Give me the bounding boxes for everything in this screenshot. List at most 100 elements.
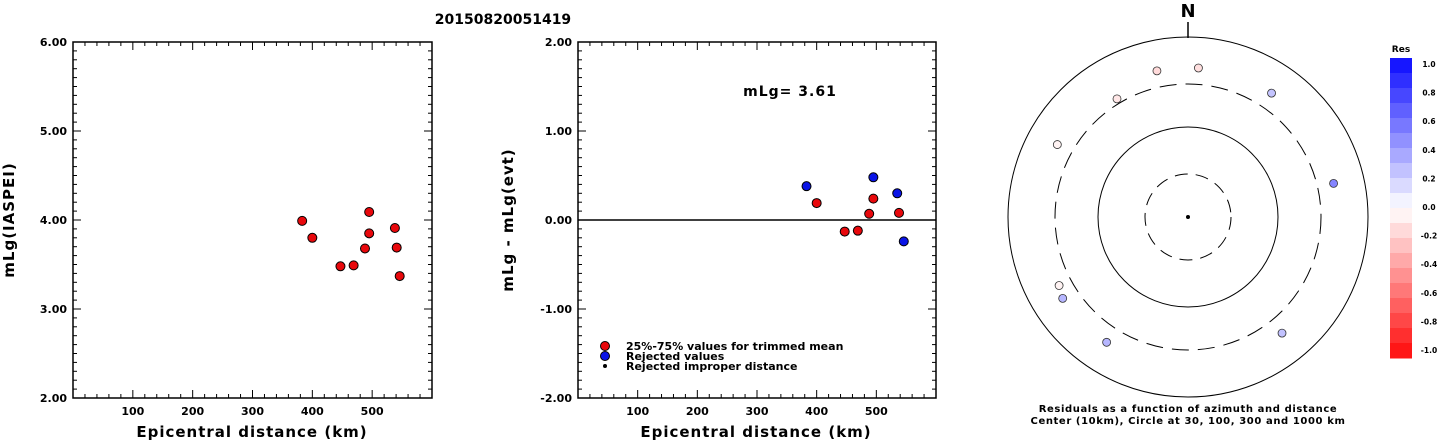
colorbar-swatch (1390, 178, 1412, 194)
colorbar-title: Res (1392, 45, 1410, 55)
outer-ring (1007, 36, 1369, 398)
station-point (1054, 281, 1064, 290)
data-point (364, 206, 375, 217)
data-point (348, 260, 359, 271)
colorbar-swatch (1390, 148, 1412, 164)
residual-vs-distance-plot: -2.00 -1.00 0.00 1.00 2.00 100 200 300 400 500 m… (499, 36, 937, 441)
data-point (811, 198, 822, 209)
colorbar-swatch (1390, 343, 1412, 359)
station-point (1102, 337, 1112, 347)
legend-marker-blue (600, 351, 610, 361)
data-point (892, 188, 903, 199)
y-tick-label: 1.00 (545, 125, 572, 138)
y-tick-labels: 2.00 3.00 4.00 5.00 6.00 (40, 36, 67, 405)
ring-30km (1144, 173, 1232, 261)
colorbar-label: -0.4 (1421, 260, 1437, 269)
colorbar-label: 0.0 (1422, 203, 1435, 212)
y-tick-label: 4.00 (40, 214, 67, 227)
colorbar-swatch (1390, 283, 1412, 299)
ring-100km (1097, 126, 1279, 308)
station-point (1052, 140, 1062, 149)
station-points (1052, 63, 1338, 347)
legend-marker-black (603, 364, 607, 368)
colorbar-swatch (1390, 208, 1412, 224)
y-tick-labels: -2.00 -1.00 0.00 1.00 2.00 (540, 36, 572, 405)
data-point (801, 181, 812, 192)
legend-label-trimmed: 25%-75% values for trimmed mean (626, 340, 843, 353)
data-point (307, 232, 318, 243)
colorbar-swatch (1390, 193, 1412, 209)
colorbar-swatch (1390, 133, 1412, 149)
plot-frame (72, 41, 433, 399)
tick-marks (578, 42, 936, 398)
colorbar-swatch (1390, 298, 1412, 314)
y-tick-label: 5.00 (40, 125, 67, 138)
data-points (801, 172, 909, 247)
colorbar-label: 0.2 (1422, 174, 1435, 183)
colorbar-label: -0.6 (1421, 289, 1437, 298)
x-tick-label: 100 (121, 405, 144, 418)
caption-line-2: Center (10km), Circle at 30, 100, 300 an… (1031, 416, 1346, 427)
legend: 25%-75% values for trimmed mean Rejected… (600, 340, 843, 373)
colorbar-label: 0.4 (1422, 146, 1435, 155)
colorbar-swatch (1390, 103, 1412, 119)
data-points (297, 206, 405, 282)
x-tick-label: 500 (865, 405, 888, 418)
data-point (864, 208, 875, 219)
colorbar-labels: 1.0 0.8 0.6 0.4 0.2 0.0 -0.2 -0.4 -0.6 -0.8 -1.0 (1421, 60, 1437, 355)
x-tick-label: 200 (181, 405, 204, 418)
station-point (1112, 94, 1122, 104)
data-point (394, 271, 405, 282)
colorbar-swatch (1390, 163, 1412, 179)
residual-colorbar: Res 1.0 0.8 0.6 0.4 0.2 0.0 -0.2 -0.4 -0.6 -0.8 -1… (1390, 45, 1437, 359)
caption-line-1: Residuals as a function of azimuth and d… (1039, 404, 1338, 415)
station-point (1277, 328, 1287, 338)
data-point (364, 228, 375, 239)
x-tick-labels: 100 200 300 400 500 (121, 405, 384, 418)
x-tick-label: 100 (626, 405, 649, 418)
y-axis-label: mLg - mLg(evt) (499, 148, 517, 291)
station-point (1267, 88, 1276, 98)
x-tick-label: 200 (686, 405, 709, 418)
colorbar-swatch (1390, 313, 1412, 329)
data-point (335, 261, 346, 272)
x-tick-label: 400 (301, 405, 324, 418)
data-point (868, 172, 879, 183)
magnitude-annotation: mLg= 3.61 (743, 84, 837, 100)
data-point (391, 242, 402, 253)
x-tick-label: 400 (805, 405, 828, 418)
data-point (898, 236, 909, 247)
colorbar-label: 1.0 (1422, 60, 1435, 69)
colorbar-label: -1.0 (1421, 346, 1437, 355)
y-tick-label: 3.00 (40, 303, 67, 316)
station-point (1329, 178, 1338, 188)
center-dot (1186, 215, 1190, 219)
tick-marks (73, 42, 432, 398)
x-tick-label: 300 (746, 405, 769, 418)
colorbar-swatch (1390, 268, 1412, 284)
y-tick-label: 0.00 (545, 214, 572, 227)
colorbar-swatch (1390, 118, 1412, 134)
y-axis-label: mLg(IASPEI) (0, 162, 18, 277)
legend-label-improper: Rejected improper distance (626, 360, 797, 373)
x-tick-label: 300 (241, 405, 264, 418)
y-tick-label: -1.00 (540, 303, 572, 316)
x-axis-label: Epicentral distance (km) (136, 423, 367, 441)
data-point (389, 223, 400, 234)
legend-label-rejected: Rejected values (626, 350, 725, 363)
colorbar-label: 0.6 (1422, 117, 1435, 126)
colorbar-label: -0.2 (1421, 232, 1437, 241)
azimuth-residual-plot: N Residuals as a function of azimuth and… (1007, 1, 1369, 427)
data-point (359, 243, 370, 254)
colorbar-swatch (1390, 58, 1412, 74)
data-point (894, 207, 905, 218)
y-tick-label: 6.00 (40, 36, 67, 49)
y-tick-label: -2.00 (540, 392, 572, 405)
colorbar-swatch (1390, 88, 1412, 104)
y-tick-label: 2.00 (40, 392, 67, 405)
magnitude-vs-distance-plot: 2.00 3.00 4.00 5.00 6.00 100 200 300 400 500 Epi… (0, 36, 433, 441)
colorbar-label: -0.8 (1421, 317, 1437, 326)
y-tick-label: 2.00 (545, 36, 572, 49)
colorbar-label: 0.8 (1422, 89, 1435, 98)
